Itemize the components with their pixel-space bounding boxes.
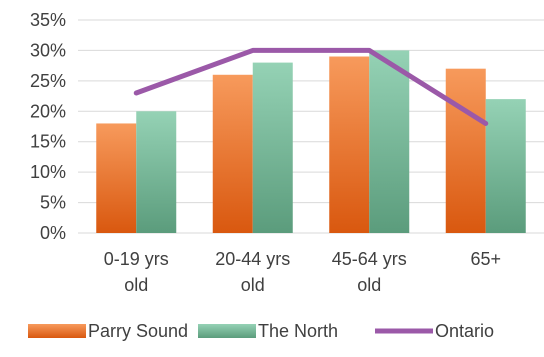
- y-tick-label: 30%: [30, 40, 66, 60]
- series-line-ontario: [133, 47, 489, 126]
- y-tick-label: 25%: [30, 71, 66, 91]
- legend-swatch-parry-sound: [28, 324, 86, 338]
- y-tick-label: 10%: [30, 162, 66, 182]
- legend-label-ontario: Ontario: [435, 321, 494, 341]
- legend-swatch-the-north: [198, 324, 256, 338]
- y-tick-label: 15%: [30, 132, 66, 152]
- bar-parry-sound: [96, 123, 137, 233]
- bar-the-north: [252, 62, 293, 233]
- legend-label-parry-sound: Parry Sound: [88, 321, 188, 341]
- x-tick-label: 20-44 yrs old: [215, 249, 290, 295]
- legend-label-the-north: The North: [258, 321, 338, 341]
- bar-parry-sound: [445, 68, 486, 233]
- y-tick-label: 20%: [30, 101, 66, 121]
- bar-the-north: [485, 99, 526, 233]
- bar-the-north: [136, 111, 177, 233]
- y-tick-label: 5%: [40, 193, 66, 213]
- x-tick-label: 65+: [470, 249, 501, 269]
- y-tick-label: 35%: [30, 10, 66, 30]
- bar-parry-sound: [329, 56, 370, 234]
- x-tick-label: 45-64 yrs old: [332, 249, 407, 295]
- bar-parry-sound: [212, 74, 253, 234]
- x-tick-label: 0-19 yrs old: [104, 249, 169, 295]
- y-tick-label: 0%: [40, 223, 66, 243]
- bar-the-north: [369, 50, 410, 233]
